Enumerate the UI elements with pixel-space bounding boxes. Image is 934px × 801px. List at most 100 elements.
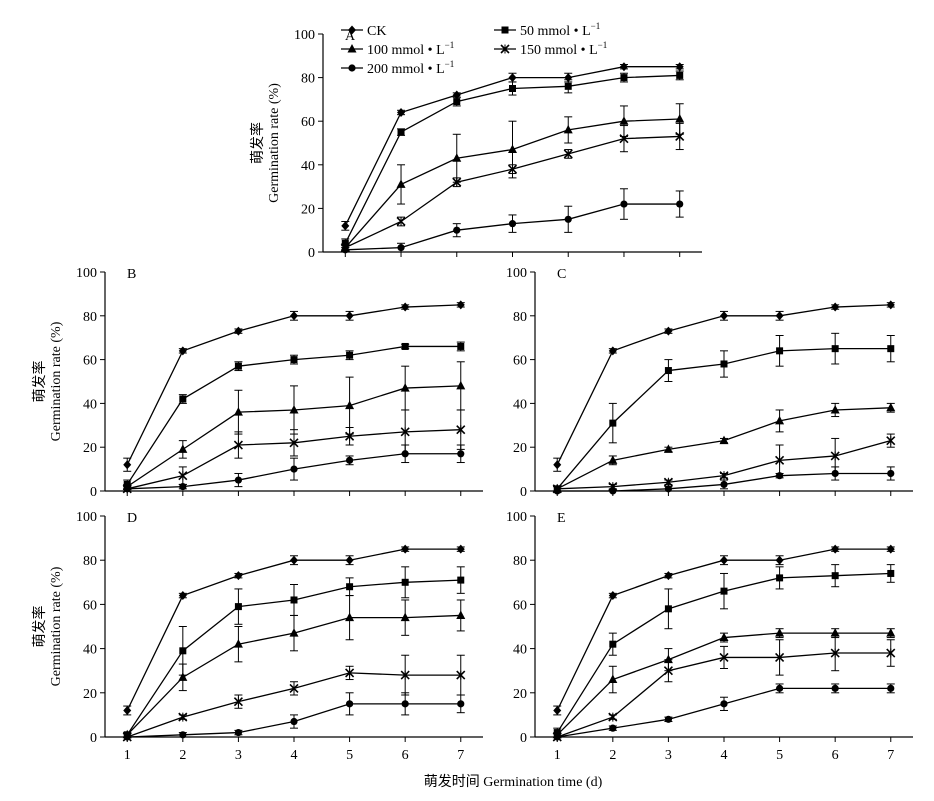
x-tick-label: 7	[457, 748, 464, 763]
series-square	[123, 341, 465, 490]
panel-d: 0 20 40 60 80 100 1 2 3 4 5 6 7 D 萌发率Germination rate …	[31, 510, 483, 763]
data-point-triangle	[289, 404, 299, 414]
data-point-square	[457, 576, 465, 584]
y-axis-label-cn: 萌发率	[249, 122, 266, 164]
y-tick-label: 20	[83, 687, 97, 702]
legend-marker-diamond	[348, 25, 356, 35]
data-point-square	[401, 578, 409, 586]
data-point-diamond	[886, 544, 895, 554]
data-point-x	[178, 712, 188, 722]
data-point-x	[663, 666, 673, 676]
data-point-x	[608, 712, 618, 722]
data-point-circle	[341, 246, 349, 254]
data-point-diamond	[608, 591, 617, 601]
legend-marker-circle	[348, 64, 356, 72]
y-tick-label: 60	[513, 354, 527, 369]
x-axis-label: 萌发时间 Germination time (d)	[424, 774, 603, 790]
legend: CK 50 mmol • L−1 100 mmol • L−1 150 mmol • …	[341, 21, 607, 77]
y-tick-label: 20	[301, 202, 315, 217]
y-axis-label-cn: 萌发率	[31, 361, 48, 403]
data-point-triangle	[289, 628, 299, 637]
y-tick-label: 40	[513, 397, 527, 412]
series-diamond	[123, 300, 465, 472]
data-point-diamond	[345, 311, 354, 321]
y-tick-label: 20	[83, 441, 97, 456]
y-tick-label: 40	[513, 643, 527, 658]
data-point-circle	[290, 717, 298, 726]
legend-item: CK	[341, 24, 386, 39]
data-point-diamond	[401, 302, 410, 312]
panel-letter: D	[127, 511, 137, 526]
data-point-x	[178, 471, 188, 481]
data-point-x	[456, 670, 466, 680]
series-diamond	[553, 300, 895, 472]
data-point-triangle	[452, 153, 462, 162]
data-point-circle	[234, 476, 243, 484]
data-point-triangle	[663, 654, 673, 664]
data-point-square	[831, 572, 839, 580]
data-point-circle	[720, 700, 728, 708]
data-point-square	[776, 347, 784, 355]
data-point-circle	[620, 200, 628, 208]
x-tick-label: 4	[291, 748, 298, 763]
y-tick-label: 20	[513, 687, 527, 702]
data-point-triangle	[886, 628, 896, 637]
data-point-diamond	[178, 346, 187, 356]
data-point-diamond	[886, 300, 895, 310]
data-point-diamond	[720, 311, 728, 321]
y-axis-label: 萌发率Germination rate (%)	[31, 566, 64, 686]
legend-label: CK	[367, 24, 386, 39]
data-point-diamond	[775, 555, 784, 565]
x-tick-label: 1	[124, 748, 131, 763]
data-point-square	[234, 603, 242, 611]
panel-e: 0 20 40 60 80 100 1 2 3 4 5 6 7 E	[506, 510, 913, 763]
data-point-circle	[609, 487, 617, 495]
data-point-circle	[831, 469, 839, 478]
x-tick-label: 6	[402, 748, 409, 763]
data-point-triangle	[886, 402, 896, 412]
data-point-x	[619, 134, 629, 144]
data-point-circle	[508, 220, 517, 228]
y-tick-label: 100	[76, 510, 97, 525]
data-point-circle	[453, 226, 461, 234]
data-point-x	[886, 436, 896, 446]
data-point-square	[179, 647, 187, 655]
x-tick-label: 5	[776, 748, 783, 763]
data-point-diamond	[456, 544, 465, 554]
y-axis-label-cn: 萌发率	[31, 606, 48, 648]
data-point-circle	[401, 700, 409, 708]
series-square	[553, 332, 895, 493]
legend-item: 200 mmol • L−1	[341, 59, 454, 77]
data-point-diamond	[775, 311, 784, 321]
series-circle	[553, 683, 895, 741]
data-point-square	[676, 71, 684, 79]
data-point-circle	[457, 450, 465, 458]
data-point-triangle	[775, 628, 785, 637]
data-point-circle	[887, 469, 895, 478]
y-tick-label: 0	[308, 246, 315, 261]
data-point-circle	[179, 731, 187, 739]
data-point-triangle	[233, 639, 243, 648]
data-point-diamond	[831, 302, 840, 312]
data-point-square	[776, 574, 784, 582]
data-point-diamond	[290, 555, 298, 565]
data-point-x	[830, 648, 840, 658]
data-point-circle	[564, 215, 572, 223]
y-tick-label: 40	[83, 643, 97, 658]
y-tick-label: 60	[301, 115, 315, 130]
legend-marker-triangle	[347, 44, 357, 53]
data-point-square	[453, 98, 461, 106]
data-point-x	[775, 455, 785, 465]
data-point-diamond	[553, 460, 562, 470]
series-square	[123, 566, 465, 739]
data-point-square	[620, 74, 628, 82]
x-tick-label: 4	[721, 748, 728, 763]
data-point-x	[452, 177, 462, 187]
legend-label: 150 mmol • L−1	[520, 40, 607, 58]
data-point-triangle	[400, 383, 410, 392]
data-point-diamond	[397, 107, 406, 117]
data-point-triangle	[178, 444, 188, 453]
y-tick-label: 80	[83, 310, 97, 325]
